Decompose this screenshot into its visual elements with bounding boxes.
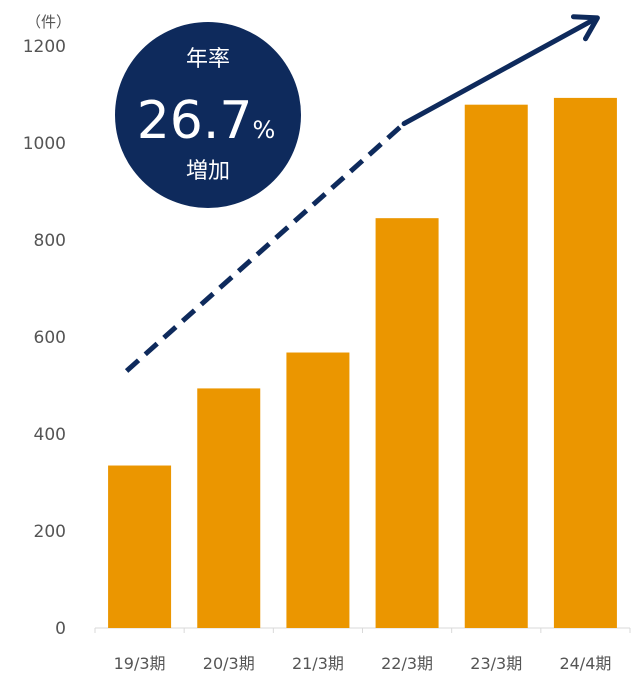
y-tick-label: 0	[55, 619, 66, 639]
badge-rate-value: 26.7	[137, 91, 253, 151]
y-tick-label: 1000	[23, 134, 66, 154]
x-tick-label: 22/3期	[381, 654, 433, 673]
trend-dashed-segment	[124, 121, 406, 373]
y-axis-unit-label: （件）	[26, 13, 71, 31]
y-tick-label: 400	[34, 425, 66, 445]
bar	[286, 352, 350, 628]
bars	[108, 97, 617, 629]
x-tick-label: 19/3期	[114, 654, 166, 673]
badge-number: 26.7%	[137, 91, 276, 151]
arrowhead-icon	[570, 14, 600, 42]
x-tick-label: 21/3期	[292, 654, 344, 673]
badge-line1: 年率	[186, 47, 230, 72]
growth-badge: 年率 26.7% 増加	[115, 22, 301, 208]
badge-circle	[115, 22, 301, 208]
x-axis: 19/3期 20/3期 21/3期 22/3期 23/3期 24/4期	[94, 628, 631, 673]
badge-percent-sign: %	[252, 116, 275, 144]
bar	[108, 465, 172, 628]
y-tick-label: 800	[34, 231, 66, 251]
x-tick-label: 24/4期	[559, 654, 611, 673]
y-tick-label: 1200	[23, 37, 66, 57]
y-tick-label: 600	[34, 328, 66, 348]
bar	[553, 97, 617, 628]
bar	[375, 218, 439, 629]
trend-solid-segment	[401, 18, 594, 127]
x-tick-label: 23/3期	[470, 654, 522, 673]
x-tick-label: 20/3期	[203, 654, 255, 673]
y-tick-label: 200	[34, 522, 66, 542]
bar	[464, 104, 528, 628]
badge-line3: 増加	[186, 159, 230, 184]
trend-arrow	[124, 14, 600, 373]
bar	[197, 388, 261, 628]
y-axis: 0 200 400 600 800 1000 1200	[23, 37, 66, 639]
